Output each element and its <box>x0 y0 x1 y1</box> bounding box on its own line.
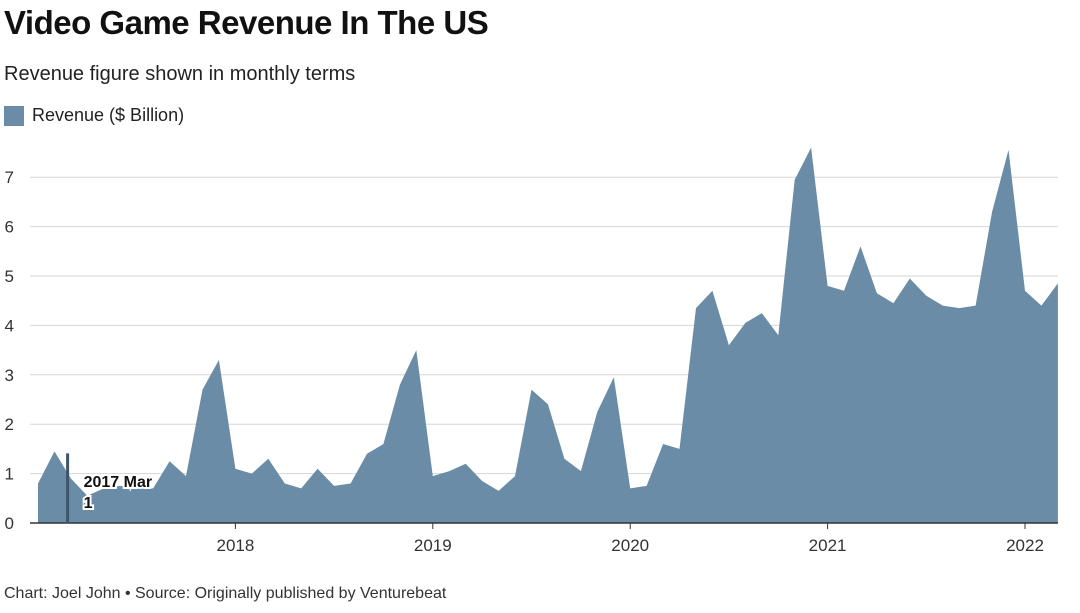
tooltip-value: 1 <box>84 495 93 512</box>
tooltip-date: 2017 Mar <box>84 474 153 491</box>
y-tick-label: 6 <box>5 218 14 237</box>
y-tick-label: 1 <box>5 465 14 484</box>
y-tick-label: 5 <box>5 267 14 286</box>
chart-title: Video Game Revenue In The US <box>4 4 489 41</box>
y-tick-label: 0 <box>5 514 14 533</box>
y-tick-label: 4 <box>5 316 14 335</box>
legend: Revenue ($ Billion) <box>4 105 184 126</box>
y-tick-label: 3 <box>5 366 14 385</box>
y-tick-label: 2 <box>5 415 14 434</box>
legend-swatch <box>4 105 24 126</box>
chart-subtitle: Revenue figure shown in monthly terms <box>4 63 356 85</box>
x-tick-label: 2021 <box>809 536 847 555</box>
x-tick-label: 2022 <box>1006 536 1044 555</box>
x-tick-label: 2020 <box>611 536 649 555</box>
legend-label: Revenue ($ Billion) <box>32 105 185 125</box>
revenue-area <box>38 147 1058 523</box>
x-tick-label: 2018 <box>216 536 254 555</box>
chart-footer: Chart: Joel John • Source: Originally pu… <box>4 585 447 602</box>
y-tick-label: 7 <box>5 168 14 187</box>
x-tick-label: 2019 <box>414 536 452 555</box>
